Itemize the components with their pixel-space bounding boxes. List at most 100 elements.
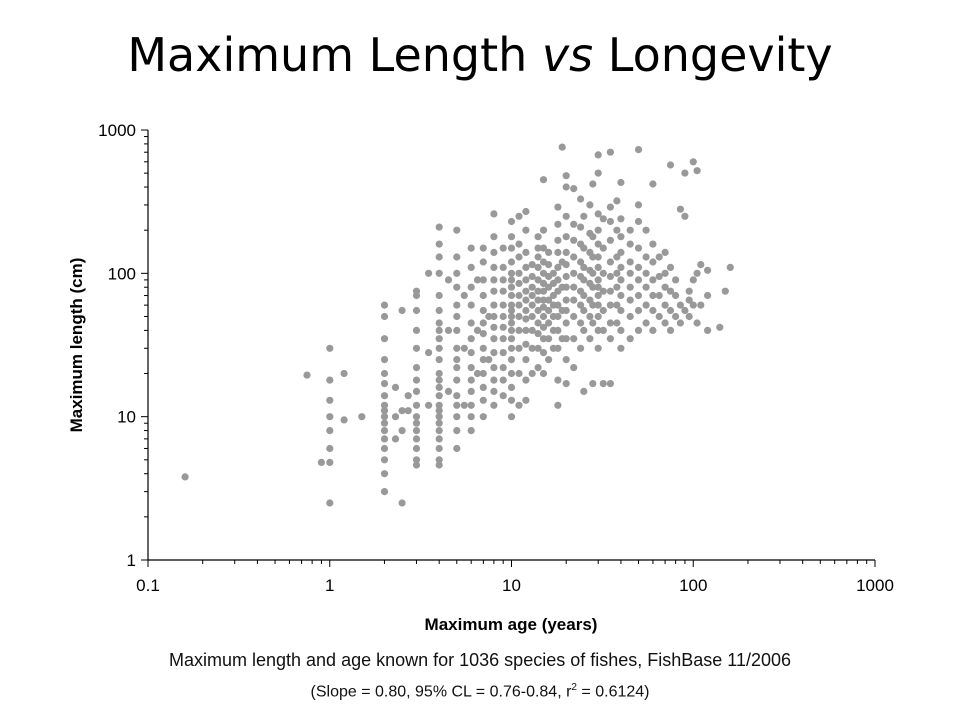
data-point: [522, 296, 530, 304]
data-point: [580, 387, 588, 395]
data-point: [606, 301, 615, 309]
caption-stats-text: (Slope = 0.80, 95% CL = 0.76-0.84, r: [310, 683, 572, 701]
data-point: [435, 269, 443, 277]
data-point: [326, 413, 334, 421]
data-point: [479, 244, 487, 252]
data-point: [570, 269, 578, 277]
y-tick-label: 1: [127, 551, 136, 570]
data-point: [453, 301, 461, 309]
x-tick-label: 1000: [856, 576, 894, 595]
data-point: [507, 258, 516, 266]
data-point: [490, 248, 498, 256]
data-point: [626, 312, 634, 321]
data-point: [634, 201, 643, 209]
data-point: [626, 335, 634, 343]
data-point: [412, 387, 421, 395]
data-point: [515, 344, 523, 352]
data-point: [599, 244, 607, 252]
data-point: [554, 203, 562, 211]
data-point: [562, 261, 570, 269]
data-point: [545, 261, 553, 269]
caption-line-1: Maximum length and age known for 1036 sp…: [168, 650, 792, 670]
title-italic-vs: vs: [541, 28, 594, 82]
data-point: [499, 263, 507, 271]
data-point: [398, 427, 406, 435]
data-point: [570, 220, 578, 228]
data-point: [539, 323, 548, 331]
data-point: [412, 364, 421, 372]
data-point: [467, 376, 475, 384]
data-point: [570, 253, 578, 261]
data-point: [545, 306, 553, 315]
data-point: [606, 380, 615, 388]
data-point: [412, 306, 421, 315]
data-point: [558, 143, 566, 151]
data-point: [479, 319, 487, 327]
data-point: [681, 169, 689, 177]
data-point: [435, 223, 443, 231]
data-point: [626, 226, 634, 234]
data-point: [435, 344, 443, 352]
data-point: [499, 312, 507, 321]
data-point: [528, 291, 536, 300]
data-point: [693, 269, 701, 277]
data-point: [435, 407, 443, 415]
data-point: [326, 458, 334, 466]
data-point: [594, 151, 602, 159]
data-point: [570, 185, 578, 193]
data-point: [697, 261, 705, 269]
data-point: [594, 283, 602, 291]
data-point: [507, 301, 516, 309]
data-point: [412, 413, 421, 421]
data-point: [507, 326, 516, 334]
data-point: [613, 269, 621, 277]
data-point: [554, 401, 562, 409]
data-point: [539, 226, 548, 234]
data-point: [649, 326, 657, 334]
data-point: [599, 287, 607, 295]
data-point: [499, 364, 507, 372]
data-point: [599, 269, 607, 277]
data-point: [539, 303, 548, 311]
data-point: [539, 287, 548, 295]
data-point: [661, 283, 669, 291]
data-point: [522, 315, 530, 323]
data-point: [412, 419, 421, 427]
data-point: [655, 291, 663, 300]
data-point: [326, 396, 334, 404]
data-point: [507, 217, 516, 226]
data-point: [499, 244, 507, 252]
data-point: [594, 326, 602, 334]
data-point: [649, 291, 657, 300]
data-point: [507, 276, 516, 284]
data-point: [528, 272, 536, 281]
data-point: [380, 356, 389, 364]
data-point: [499, 349, 507, 357]
data-point: [655, 272, 663, 281]
data-point: [467, 319, 475, 327]
data-point: [412, 427, 421, 435]
data-point: [425, 349, 433, 357]
data-point: [412, 456, 421, 464]
data-point: [398, 306, 406, 315]
data-point: [507, 356, 516, 364]
data-point: [626, 283, 634, 291]
data-point: [534, 306, 542, 315]
data-point: [539, 176, 548, 184]
data-point: [693, 167, 701, 175]
data-point: [562, 296, 570, 304]
data-point: [490, 349, 498, 357]
data-point: [528, 312, 536, 321]
data-point: [649, 276, 657, 284]
caption-superscript: 2: [571, 682, 577, 693]
data-point: [412, 326, 421, 334]
x-tick-label: 0.1: [136, 576, 160, 595]
data-point: [545, 296, 553, 304]
data-point: [499, 276, 507, 284]
data-point: [453, 356, 461, 364]
data-point: [634, 326, 643, 334]
data-point: [515, 240, 523, 248]
data-point: [473, 276, 482, 284]
data-point: [435, 427, 443, 435]
